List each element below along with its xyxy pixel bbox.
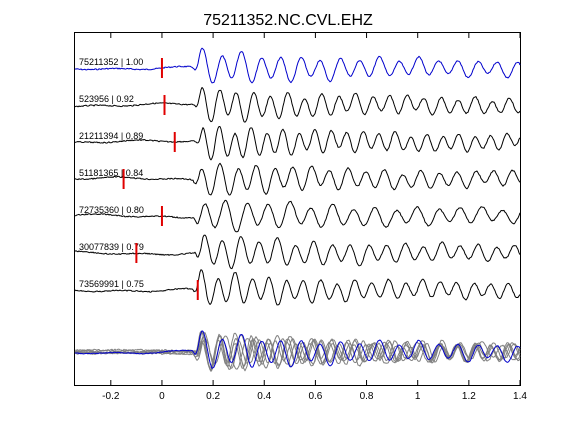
trace-label: 30077839 | 0.79 <box>79 242 144 252</box>
trace-label: 21211394 | 0.89 <box>79 131 143 141</box>
waveform <box>74 126 521 161</box>
traces: 75211352 | 1.00 523956 | 0.92 21211394 | 0… <box>74 47 521 306</box>
overlay-reference-waveform <box>74 330 521 369</box>
x-axis: -0.2 0 0.2 0.4 0.6 0.8 1 1.2 1.4 <box>102 33 527 402</box>
trace-row: 21211394 | 0.89 <box>74 126 521 161</box>
x-tick-label: 0.2 <box>206 391 220 402</box>
x-tick-label: 0.8 <box>360 391 374 402</box>
waveform <box>74 162 521 196</box>
trace-row: 75211352 | 1.00 <box>74 47 521 84</box>
overlay-waveform <box>75 332 521 369</box>
trace-label: 72735360 | 0.80 <box>79 205 144 215</box>
trace-label: 523956 | 0.92 <box>79 94 134 104</box>
x-tick-label: 0.4 <box>257 391 271 402</box>
reference-waveform <box>74 47 521 84</box>
chart-title: 75211352.NC.CVL.EHZ <box>203 12 373 29</box>
trace-row: 51181365 | 0.84 <box>74 162 521 196</box>
trace-label: 73569991 | 0.75 <box>79 279 144 289</box>
x-tick-label: -0.2 <box>102 391 120 402</box>
waveform <box>74 199 521 233</box>
x-tick-label: 0 <box>159 391 165 402</box>
waveform <box>74 87 521 123</box>
trace-row: 523956 | 0.92 <box>74 87 521 123</box>
waveform <box>74 269 521 306</box>
x-tick-label: 1.2 <box>462 391 476 402</box>
x-tick-label: 0.6 <box>308 391 322 402</box>
trace-label: 51181365 | 0.84 <box>79 168 143 178</box>
waveform <box>74 234 521 270</box>
trace-label: 75211352 | 1.00 <box>79 57 143 67</box>
stack-overlay <box>74 330 521 372</box>
axes-frame <box>74 32 521 386</box>
x-tick-label: 1.4 <box>513 391 527 402</box>
x-tick-label: 1 <box>415 391 421 402</box>
trace-row: 30077839 | 0.79 <box>74 234 521 270</box>
trace-row: 72735360 | 0.80 <box>74 199 521 233</box>
trace-row: 73569991 | 0.75 <box>74 269 521 306</box>
